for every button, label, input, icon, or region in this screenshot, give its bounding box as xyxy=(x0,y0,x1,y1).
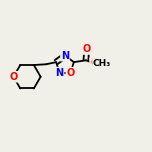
Text: O: O xyxy=(90,58,98,68)
Text: N: N xyxy=(55,68,64,78)
Text: O: O xyxy=(9,72,18,82)
Text: N: N xyxy=(61,51,69,61)
Text: CH₃: CH₃ xyxy=(93,59,111,68)
Text: O: O xyxy=(83,44,91,54)
Text: O: O xyxy=(66,68,75,78)
